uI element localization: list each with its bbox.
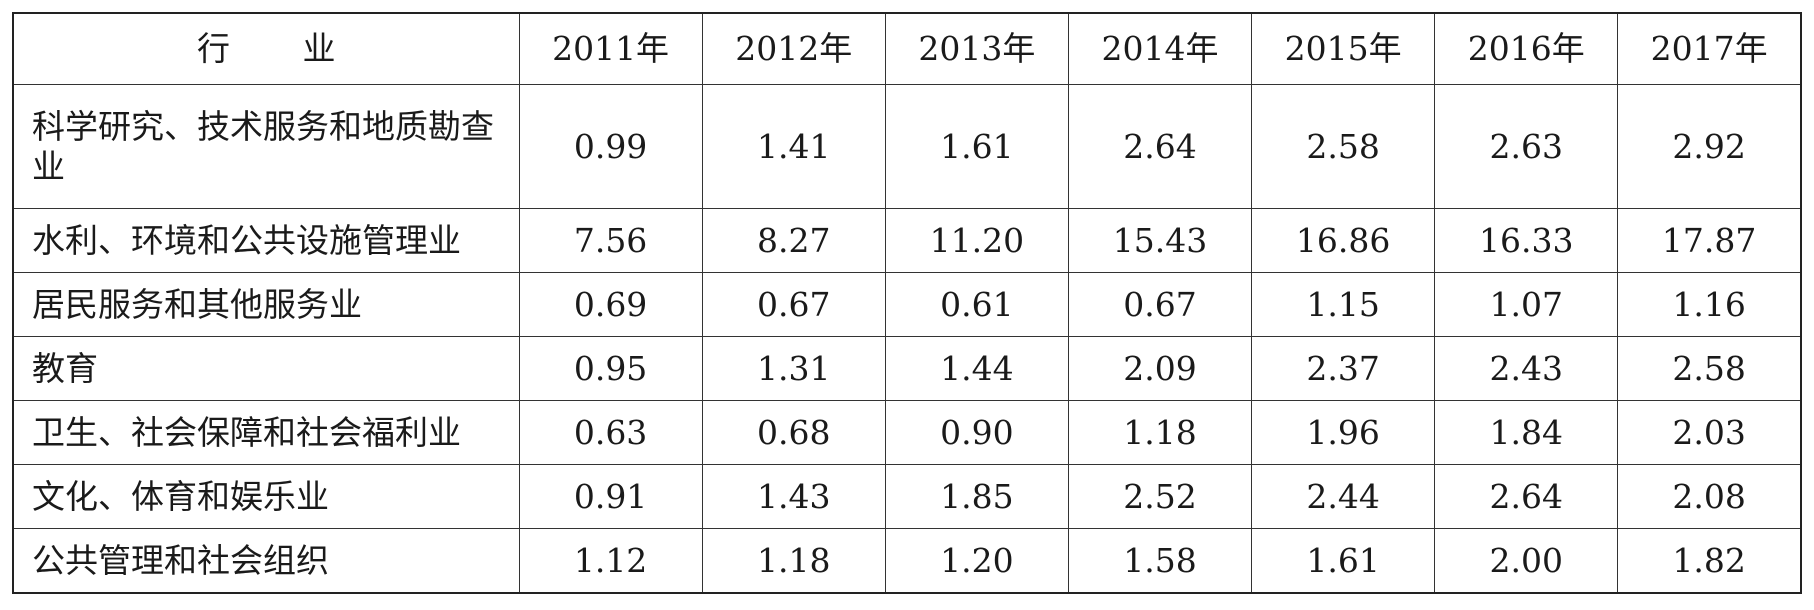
value-cell: 2.44 xyxy=(1251,464,1436,529)
table-row: 水利、环境和公共设施管理业 7.56 8.27 11.20 15.43 16.86 16.3… xyxy=(12,208,1802,273)
value-cell: 1.15 xyxy=(1251,272,1436,337)
table-row: 卫生、社会保障和社会福利业 0.63 0.68 0.90 1.18 1.96 1.84 2.0… xyxy=(12,400,1802,465)
header-cell: 2014年 xyxy=(1067,12,1253,85)
industry-cell: 卫生、社会保障和社会福利业 xyxy=(12,400,520,465)
industry-cell: 科学研究、技术服务和地质勘查业 xyxy=(12,84,520,209)
value-cell: 15.43 xyxy=(1067,208,1253,273)
value-cell: 0.68 xyxy=(701,400,886,465)
industry-cell: 公共管理和社会组织 xyxy=(12,528,520,594)
value-cell: 1.44 xyxy=(884,336,1069,401)
value-cell: 0.95 xyxy=(518,336,703,401)
header-cell: 2016年 xyxy=(1434,12,1619,85)
value-cell: 0.69 xyxy=(518,272,703,337)
value-cell: 1.82 xyxy=(1617,528,1802,594)
value-cell: 2.03 xyxy=(1617,400,1802,465)
table-row: 文化、体育和娱乐业 0.91 1.43 1.85 2.52 2.44 2.64 2.08 xyxy=(12,464,1802,529)
value-cell: 2.63 xyxy=(1434,84,1619,209)
value-cell: 2.58 xyxy=(1251,84,1436,209)
header-cell: 2013年 xyxy=(884,12,1069,85)
value-cell: 0.67 xyxy=(701,272,886,337)
header-cell: 行业 xyxy=(12,12,520,85)
data-table: 行业 2011年 2012年 2013年 2014年 2015年 2016年 2017年 科学… xyxy=(12,12,1802,594)
value-cell: 0.61 xyxy=(884,272,1069,337)
header-cell: 2011年 xyxy=(518,12,703,85)
industry-cell: 文化、体育和娱乐业 xyxy=(12,464,520,529)
table-row: 教育 0.95 1.31 1.44 2.09 2.37 2.43 2.58 xyxy=(12,336,1802,401)
value-cell: 1.58 xyxy=(1067,528,1253,594)
table-row: 公共管理和社会组织 1.12 1.18 1.20 1.58 1.61 2.00 1.82 xyxy=(12,528,1802,594)
value-cell: 2.52 xyxy=(1067,464,1253,529)
value-cell: 1.20 xyxy=(884,528,1069,594)
value-cell: 0.63 xyxy=(518,400,703,465)
value-cell: 17.87 xyxy=(1617,208,1802,273)
value-cell: 0.90 xyxy=(884,400,1069,465)
value-cell: 16.86 xyxy=(1251,208,1436,273)
value-cell: 1.31 xyxy=(701,336,886,401)
value-cell: 1.12 xyxy=(518,528,703,594)
value-cell: 1.84 xyxy=(1434,400,1619,465)
value-cell: 1.43 xyxy=(701,464,886,529)
industry-cell: 居民服务和其他服务业 xyxy=(12,272,520,337)
value-cell: 2.64 xyxy=(1067,84,1253,209)
value-cell: 2.43 xyxy=(1434,336,1619,401)
header-row: 行业 2011年 2012年 2013年 2014年 2015年 2016年 2017年 xyxy=(12,12,1802,85)
value-cell: 1.41 xyxy=(701,84,886,209)
value-cell: 2.37 xyxy=(1251,336,1436,401)
value-cell: 8.27 xyxy=(701,208,886,273)
value-cell: 2.58 xyxy=(1617,336,1802,401)
value-cell: 0.67 xyxy=(1067,272,1253,337)
value-cell: 7.56 xyxy=(518,208,703,273)
header-cell: 2015年 xyxy=(1251,12,1436,85)
value-cell: 2.64 xyxy=(1434,464,1619,529)
value-cell: 1.96 xyxy=(1251,400,1436,465)
value-cell: 1.07 xyxy=(1434,272,1619,337)
value-cell: 2.09 xyxy=(1067,336,1253,401)
industry-cell: 教育 xyxy=(12,336,520,401)
value-cell: 2.00 xyxy=(1434,528,1619,594)
header-cell: 2012年 xyxy=(701,12,886,85)
table-row: 科学研究、技术服务和地质勘查业 0.99 1.41 1.61 2.64 2.58 2.63 2… xyxy=(12,84,1802,209)
value-cell: 1.16 xyxy=(1617,272,1802,337)
value-cell: 1.18 xyxy=(1067,400,1253,465)
table-row: 居民服务和其他服务业 0.69 0.67 0.61 0.67 1.15 1.07 1.16 xyxy=(12,272,1802,337)
value-cell: 0.91 xyxy=(518,464,703,529)
table-container: 行业 2011年 2012年 2013年 2014年 2015年 2016年 2017年 科学… xyxy=(12,12,1802,594)
value-cell: 1.18 xyxy=(701,528,886,594)
value-cell: 16.33 xyxy=(1434,208,1619,273)
value-cell: 1.61 xyxy=(884,84,1069,209)
header-cell: 2017年 xyxy=(1617,12,1802,85)
value-cell: 1.85 xyxy=(884,464,1069,529)
value-cell: 1.61 xyxy=(1251,528,1436,594)
value-cell: 0.99 xyxy=(518,84,703,209)
industry-cell: 水利、环境和公共设施管理业 xyxy=(12,208,520,273)
value-cell: 11.20 xyxy=(884,208,1069,273)
value-cell: 2.08 xyxy=(1617,464,1802,529)
value-cell: 2.92 xyxy=(1617,84,1802,209)
